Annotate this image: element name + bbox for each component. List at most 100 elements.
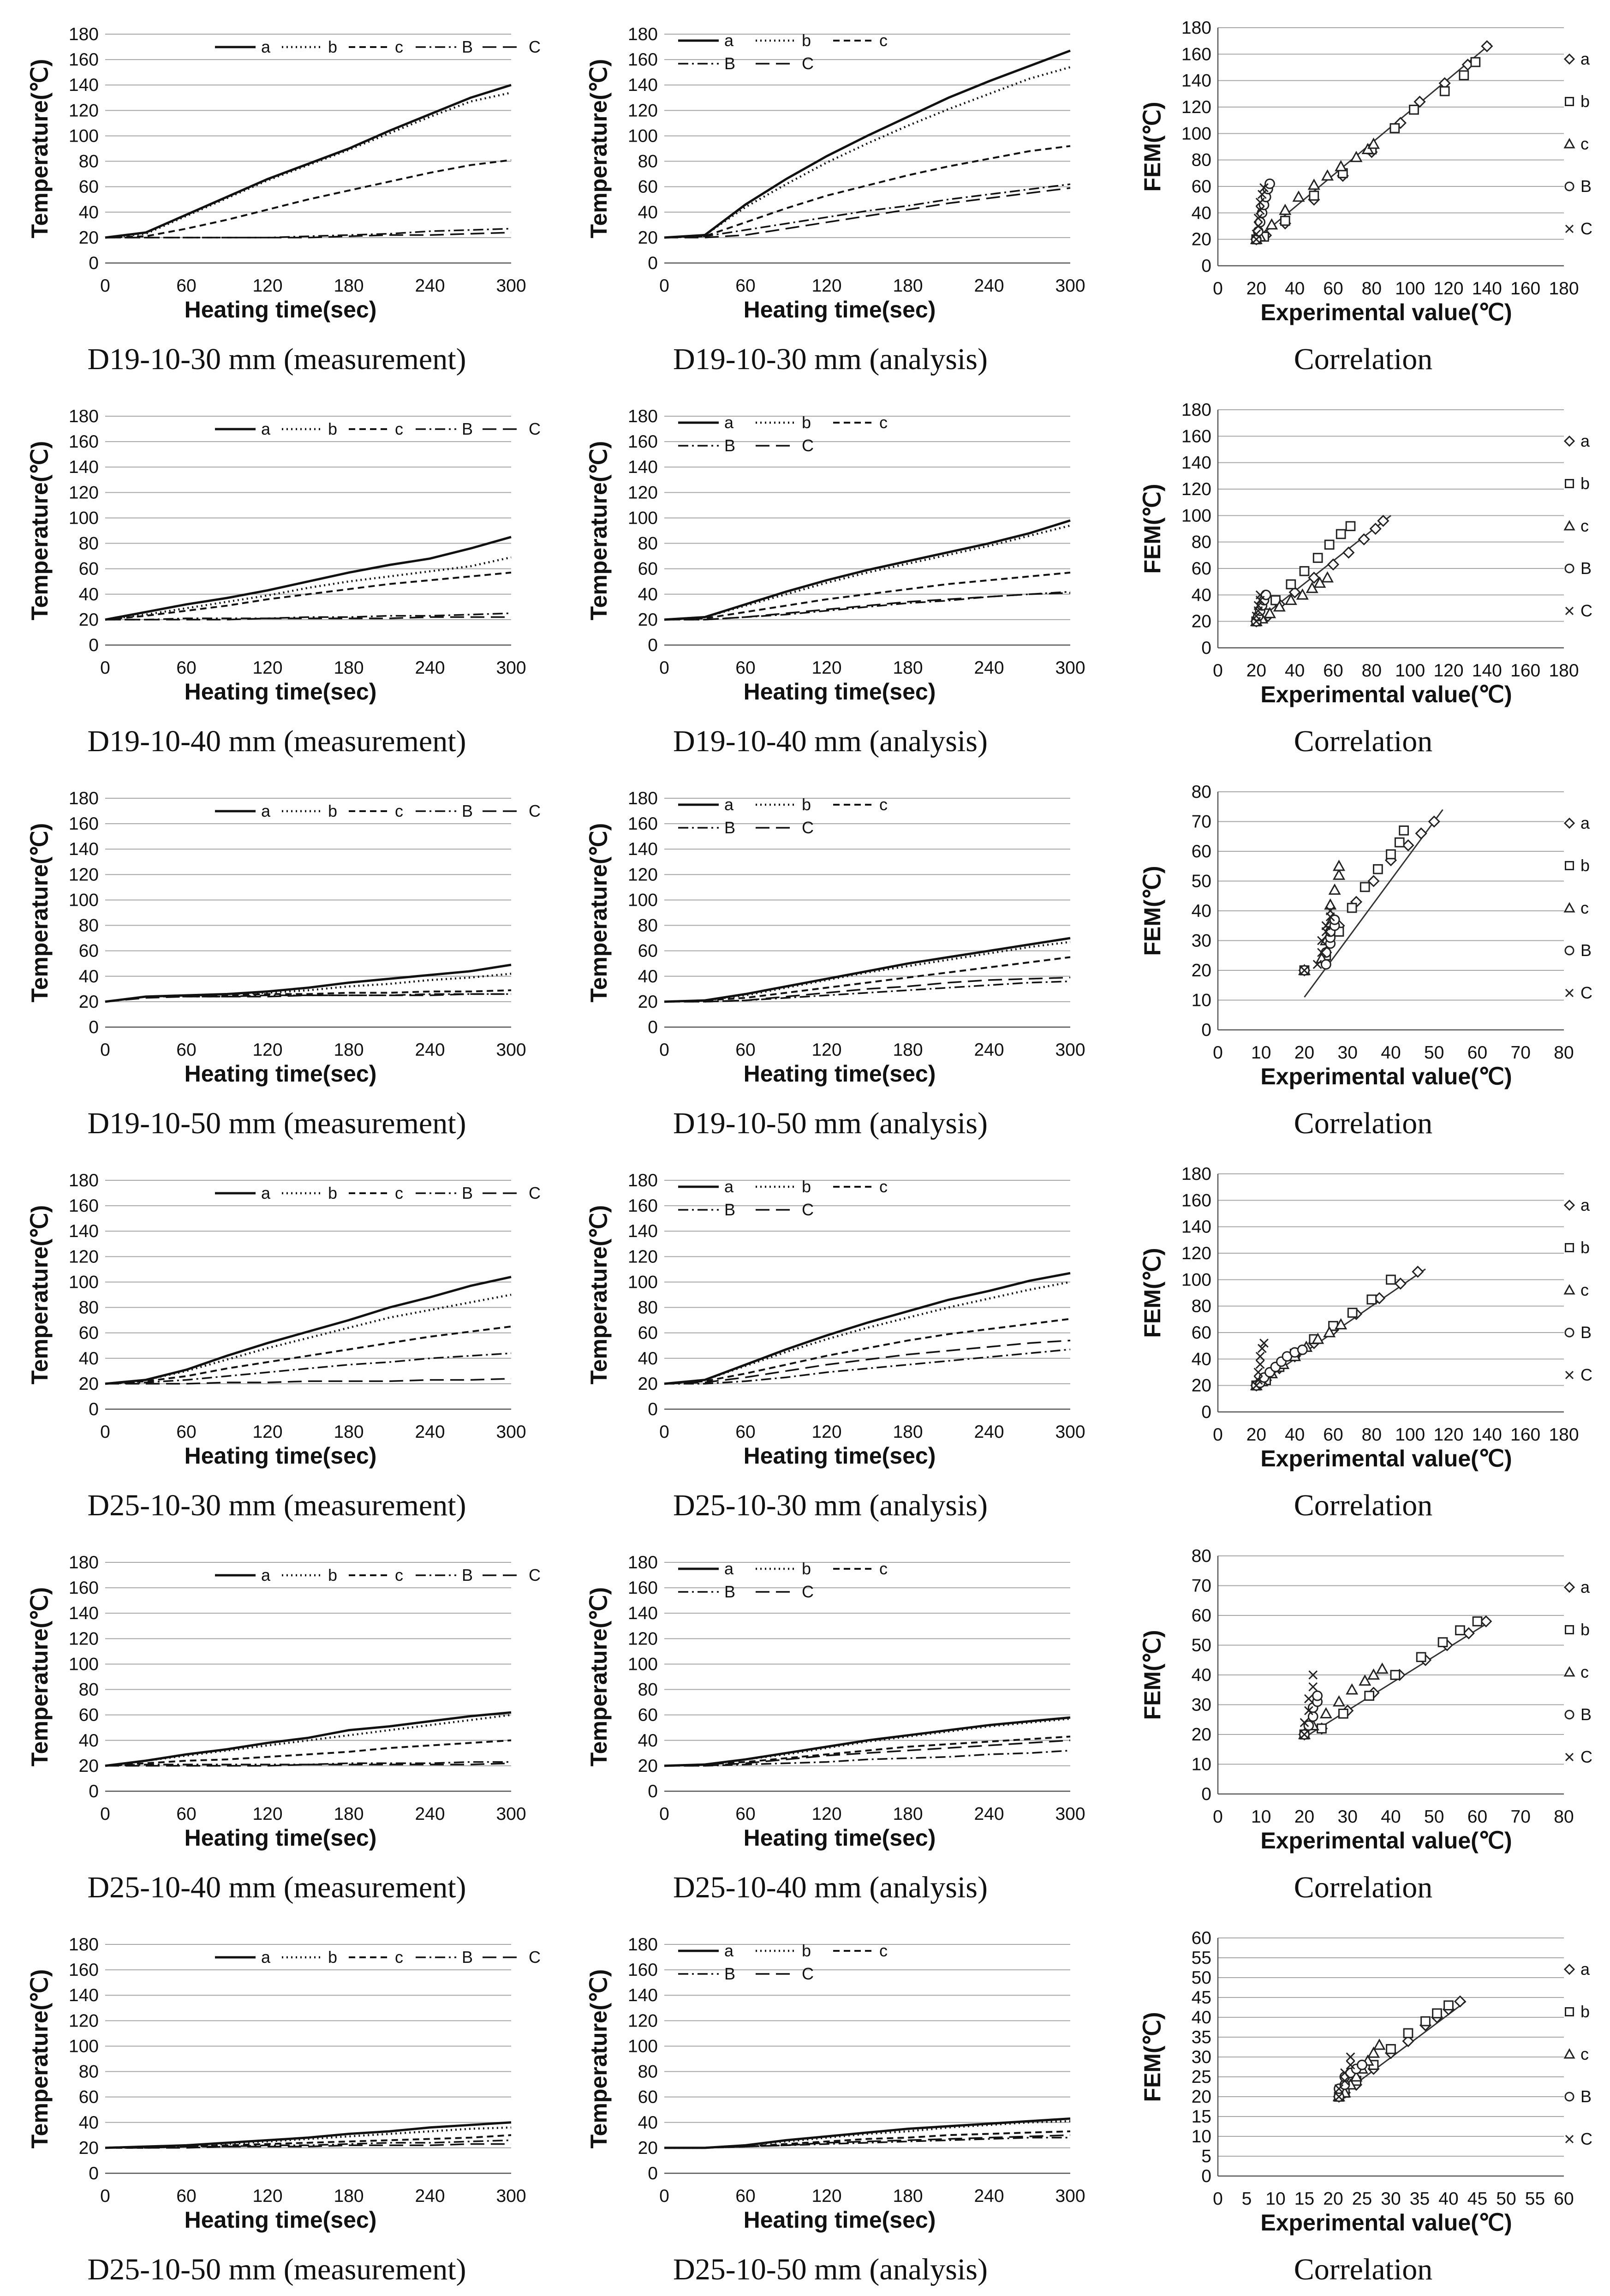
chart-r3c3: 0 10 20 30 40 50 60 70 80 0 10 20 30 40 50 60 70 80 FEM(℃)… (1139, 782, 1592, 1089)
y-tick-label: 40 (79, 1731, 99, 1751)
point-C (1253, 601, 1263, 610)
y-tick-label: 140 (69, 1603, 99, 1623)
y-tick-label: 100 (69, 2036, 99, 2056)
x-tick-label: 180 (1549, 661, 1579, 681)
y-tick-label: 40 (1192, 2008, 1211, 2027)
x-tick-label: 40 (1438, 2189, 1458, 2209)
x-tick-label: 120 (1433, 661, 1463, 681)
point-b (1373, 864, 1383, 874)
legend-b-label: b (1580, 856, 1590, 875)
y-tick-label: 60 (79, 941, 99, 961)
y-tick-label: 0 (1201, 1020, 1211, 1040)
y-tick-label: 80 (1192, 532, 1211, 552)
series-b-line (664, 941, 1071, 1003)
legend-a-label: a (1580, 1578, 1590, 1596)
y-tick-label: 180 (69, 1171, 99, 1190)
legend-C-label: C (1580, 601, 1592, 620)
x-tick-label: 180 (1549, 279, 1579, 299)
y-tick-label: 180 (69, 1553, 99, 1573)
y-tick-label: 20 (638, 992, 658, 1012)
y-tick-label: 40 (79, 967, 99, 987)
x-tick-label: 240 (974, 1040, 1004, 1060)
x-tick-label: 50 (1496, 2189, 1516, 2209)
caption-row1-correlation: Correlation (1294, 342, 1433, 376)
x-tick-label: 0 (659, 2186, 669, 2206)
point-c (1335, 160, 1348, 172)
x-tick-label: 20 (1323, 2189, 1343, 2209)
y-tick-label: 20 (79, 2138, 99, 2158)
y-tick-label: 180 (628, 1171, 658, 1190)
legend-B-label: B (1580, 2087, 1592, 2106)
y-tick-label: 40 (638, 967, 658, 987)
legend-a-label: a (724, 795, 734, 814)
point-C (1346, 2052, 1355, 2062)
y-tick-label: 180 (628, 789, 658, 808)
series-C-markers (1300, 906, 1335, 975)
legend-B-marker (1564, 1327, 1574, 1338)
x-tick-label: 60 (735, 276, 755, 296)
x-tick-label: 180 (893, 658, 923, 678)
point-C (1255, 1351, 1265, 1361)
x-tick-label: 60 (1323, 661, 1343, 681)
x-tick-label: 40 (1285, 279, 1305, 299)
caption-row6-measurement: D25-10-50 mm (measurement) (87, 2253, 466, 2286)
y-tick-label: 50 (1192, 1636, 1211, 1656)
legend-c-label: c (1580, 2045, 1589, 2063)
point-c (1321, 571, 1334, 583)
x-axis-label: Heating time(sec) (744, 679, 936, 705)
x-tick-label: 60 (1467, 1807, 1487, 1827)
legend-a-label: a (1580, 1960, 1590, 1979)
x-tick-label: 120 (1433, 279, 1463, 299)
point-c (1263, 607, 1276, 618)
legend-C-label: C (529, 1184, 541, 1202)
x-tick-label: 120 (252, 1040, 282, 1060)
y-tick-label: 120 (69, 865, 99, 885)
y-tick-label: 160 (69, 432, 99, 452)
point-B (1329, 914, 1340, 925)
y-tick-label: 35 (1192, 2027, 1211, 2047)
x-tick-label: 100 (1395, 279, 1425, 299)
series-a-line (105, 1711, 512, 1767)
point-B (1320, 959, 1331, 970)
x-tick-label: 120 (811, 1422, 841, 1442)
chart-r1c3: 0 20 40 60 80 100 120 140 160 180 0 20 40 60 80 100 120 1… (1139, 18, 1592, 325)
x-tick-label: 50 (1424, 1043, 1444, 1063)
legend-C-label: C (1580, 2129, 1592, 2148)
chart-r4c1: 0 20 40 60 80 100 120 140 160 180 0 60 120 180 240 300 T… (27, 1171, 541, 1469)
y-tick-label: 140 (69, 1221, 99, 1241)
x-tick-label: 0 (1213, 1043, 1223, 1063)
y-tick-label: 160 (628, 432, 658, 452)
x-tick-label: 80 (1554, 1043, 1574, 1063)
y-tick-label: 40 (638, 585, 658, 604)
x-axis-label: Experimental value(℃) (1260, 2210, 1512, 2236)
y-tick-label: 80 (638, 1298, 658, 1318)
x-axis-label: Heating time(sec) (744, 2207, 936, 2233)
point-b (1270, 595, 1281, 605)
y-tick-label: 50 (1192, 1968, 1211, 1988)
legend-B-marker (1564, 563, 1574, 574)
chart-r4c3: 0 20 40 60 80 100 120 140 160 180 0 20 40 60 80 100 120 1… (1139, 1164, 1592, 1471)
y-axis-label: Temperature(℃) (586, 441, 612, 621)
y-tick-label: 160 (1181, 426, 1211, 446)
legend-b-marker (1565, 861, 1574, 870)
series-c-line (105, 989, 512, 1003)
x-tick-label: 0 (659, 1422, 669, 1442)
point-C (1317, 948, 1326, 957)
x-tick-label: 60 (176, 1804, 196, 1824)
chart-r2c2: 0 20 40 60 80 100 120 140 160 180 0 60 120 180 240 300 T… (586, 407, 1085, 705)
y-tick-label: 80 (79, 916, 99, 936)
y-tick-label: 80 (1192, 150, 1211, 170)
legend-c-label: c (1580, 516, 1589, 535)
series-C-line (105, 616, 511, 621)
legend-b-label: b (328, 1948, 337, 1967)
series-c-line (664, 145, 1071, 239)
y-tick-label: 160 (69, 814, 99, 834)
point-c (1306, 581, 1318, 593)
x-tick-label: 0 (100, 1040, 110, 1060)
point-b (1416, 1652, 1426, 1662)
y-tick-label: 70 (1192, 1576, 1211, 1596)
